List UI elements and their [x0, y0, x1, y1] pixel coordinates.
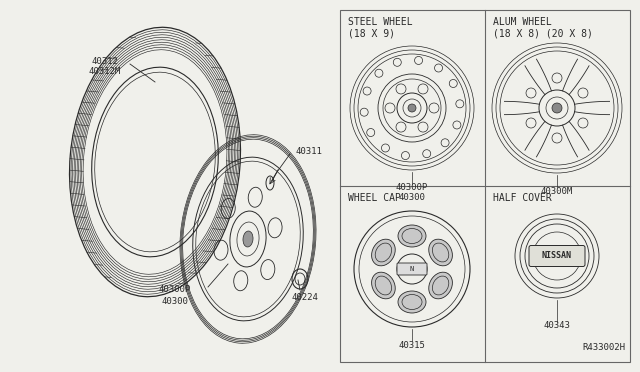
Ellipse shape: [398, 291, 426, 313]
Ellipse shape: [372, 272, 396, 299]
Ellipse shape: [398, 225, 426, 247]
Ellipse shape: [243, 231, 253, 247]
Circle shape: [552, 103, 562, 113]
Text: ALUM WHEEL: ALUM WHEEL: [493, 17, 552, 27]
Ellipse shape: [372, 239, 396, 266]
Bar: [340, 10, 630, 362]
Text: NISSAN: NISSAN: [542, 251, 572, 260]
Text: 40300: 40300: [399, 193, 426, 202]
Text: 40315: 40315: [399, 340, 426, 350]
Text: R433002H: R433002H: [582, 343, 625, 353]
Circle shape: [408, 104, 416, 112]
Ellipse shape: [429, 272, 452, 299]
Text: 40300P: 40300P: [396, 183, 428, 192]
Text: 40312M: 40312M: [89, 67, 121, 77]
Text: (18 X 8) (20 X 8): (18 X 8) (20 X 8): [493, 28, 593, 38]
Text: 40224: 40224: [292, 292, 319, 301]
Text: (18 X 9): (18 X 9): [348, 28, 395, 38]
Text: STEEL WHEEL: STEEL WHEEL: [348, 17, 413, 27]
Ellipse shape: [429, 239, 452, 266]
FancyBboxPatch shape: [529, 246, 585, 266]
Text: 40300: 40300: [161, 296, 188, 305]
Text: WHEEL CAP: WHEEL CAP: [348, 193, 401, 203]
Text: HALF COVER: HALF COVER: [493, 193, 552, 203]
Text: 40300P: 40300P: [159, 285, 191, 295]
Text: 40311: 40311: [295, 148, 322, 157]
Text: 40300M: 40300M: [541, 186, 573, 196]
Text: 40312: 40312: [92, 57, 118, 65]
Text: 40343: 40343: [543, 321, 570, 330]
Text: N: N: [410, 266, 414, 272]
FancyBboxPatch shape: [397, 263, 427, 275]
